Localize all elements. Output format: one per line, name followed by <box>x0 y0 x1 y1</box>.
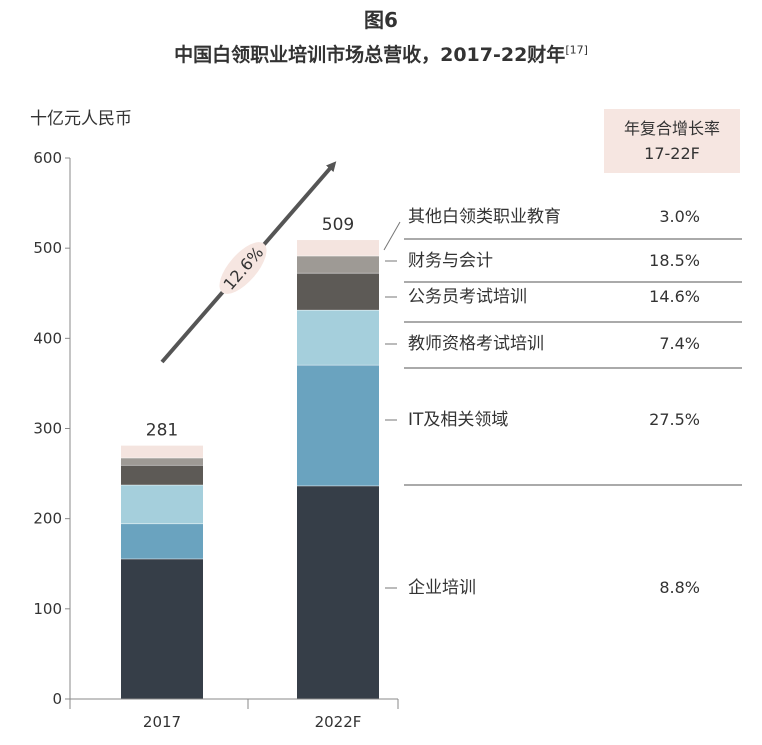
bar-segment <box>121 445 203 458</box>
bar-segment <box>297 486 379 699</box>
y-tick-label: 0 <box>52 690 62 708</box>
series-cagr-value: 7.4% <box>659 334 700 353</box>
bars: 281 509 <box>121 215 379 699</box>
chart-title: 中国白领职业培训市场总营收，2017-22财年[17] <box>0 40 762 67</box>
y-tick-label: 300 <box>33 420 62 438</box>
bar-segment <box>297 310 379 365</box>
y-tick-label: 100 <box>33 600 62 618</box>
bar-segment <box>121 524 203 559</box>
legend-series-label: 企业培训 <box>408 578 476 598</box>
x-category-label: 2017 <box>143 713 181 731</box>
bar-segment <box>121 465 203 485</box>
cagr-header-line1: 年复合增长率 <box>623 119 720 138</box>
legend: 企业培训 8.8% IT及相关领域 27.5% 教师资格考试培训 7.4% 公务员考试培训 1… <box>383 207 742 598</box>
bar-segment <box>121 485 203 524</box>
legend-series-label: 财务与会计 <box>408 251 493 271</box>
legend-series-label: 公务员考试培训 <box>408 287 527 307</box>
series-cagr-value: 14.6% <box>649 287 700 306</box>
legend-series-label: 其他白领类职业教育 <box>408 207 561 227</box>
legend-series-label: IT及相关领域 <box>408 410 508 430</box>
y-tick-label: 600 <box>33 149 62 167</box>
figure-label: 图6 <box>364 8 398 32</box>
bar-segment <box>297 365 379 486</box>
y-tick-label: 400 <box>33 329 62 347</box>
cagr-badge-background <box>219 242 267 294</box>
bar-segment <box>121 458 203 465</box>
series-cagr-value: 27.5% <box>649 410 700 429</box>
x-category-label: 2022F <box>315 713 362 731</box>
y-tick-label: 500 <box>33 239 62 257</box>
chart-title-text: 中国白领职业培训市场总营收，2017-22财年 <box>174 44 566 66</box>
bar-segment <box>297 256 379 273</box>
bar-total-label: 281 <box>146 421 178 441</box>
bar-segment <box>121 559 203 699</box>
title-reference: [17] <box>565 43 588 57</box>
legend-leader-line <box>383 221 401 251</box>
unit-label: 十亿元人民币 <box>30 109 132 129</box>
legend-series-label: 教师资格考试培训 <box>408 334 544 354</box>
series-cagr-value: 8.8% <box>659 578 700 597</box>
axes: 0 100 200 300 400 500 600 2017 2022F <box>33 149 399 731</box>
bar-segment <box>297 240 379 256</box>
series-cagr-value: 3.0% <box>659 207 700 226</box>
y-tick-label: 200 <box>33 510 62 528</box>
bar-segment <box>297 273 379 310</box>
cagr-header-line2: 17-22F <box>644 144 700 163</box>
series-cagr-value: 18.5% <box>649 251 700 270</box>
bar-total-label: 509 <box>322 215 354 235</box>
cagr-header-box: 年复合增长率 17-22F <box>604 109 740 173</box>
